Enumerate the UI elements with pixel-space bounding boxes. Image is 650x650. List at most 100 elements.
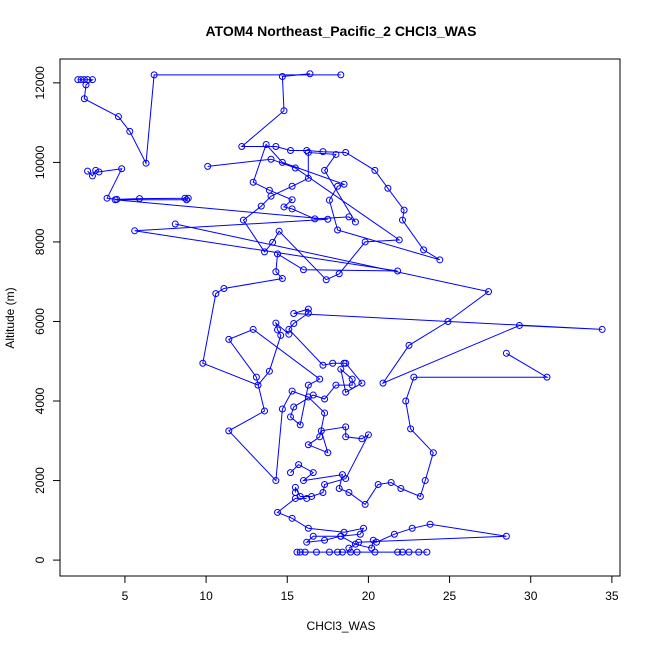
data-point — [88, 76, 96, 84]
data-point — [332, 150, 340, 158]
x-tick-label: 30 — [524, 589, 538, 603]
data-point — [288, 196, 296, 204]
data-point — [212, 290, 220, 298]
data-point — [319, 488, 327, 496]
data-point — [334, 548, 342, 556]
data-point — [291, 494, 299, 502]
data-point — [280, 107, 288, 115]
series-layer — [74, 70, 606, 556]
data-point — [274, 326, 282, 334]
data-point — [373, 538, 381, 546]
data-point — [181, 194, 189, 202]
data-point — [278, 72, 286, 80]
data-point — [335, 485, 343, 493]
data-point — [261, 407, 269, 415]
x-tick-label: 20 — [362, 589, 376, 603]
data-point — [275, 227, 283, 235]
y-tick-label: 0 — [33, 556, 47, 563]
y-tick-label: 8000 — [33, 228, 47, 255]
data-point — [272, 268, 280, 276]
data-point — [338, 548, 346, 556]
data-point — [301, 548, 309, 556]
data-point — [334, 182, 342, 190]
data-point — [319, 148, 327, 156]
data-point — [114, 113, 122, 121]
series-2 — [204, 70, 444, 284]
data-point — [360, 524, 368, 532]
data-point — [291, 483, 299, 491]
data-point — [80, 95, 88, 103]
data-point — [502, 349, 510, 357]
data-point — [321, 166, 329, 174]
data-point — [296, 421, 304, 429]
data-point — [274, 508, 282, 516]
y-tick-label: 2000 — [33, 467, 47, 494]
data-point — [420, 246, 428, 254]
data-point — [171, 220, 179, 228]
data-point — [286, 469, 294, 477]
data-point — [415, 548, 423, 556]
data-point — [277, 331, 285, 339]
data-point — [252, 373, 260, 381]
data-point — [278, 405, 286, 413]
data-point — [408, 524, 416, 532]
series-3 — [84, 165, 402, 389]
data-point — [183, 196, 191, 204]
data-point — [295, 461, 303, 469]
data-point — [342, 388, 350, 396]
data-point — [317, 427, 325, 435]
data-point — [126, 127, 134, 135]
series-5 — [286, 349, 551, 508]
data-point — [262, 141, 270, 149]
data-point — [321, 395, 329, 403]
data-point — [322, 276, 330, 284]
chart-title: ATOM4 Northeast_Pacific_2 CHCl3_WAS — [205, 23, 476, 39]
data-point — [288, 205, 296, 213]
data-point — [337, 532, 345, 540]
data-point — [309, 532, 317, 540]
data-point — [290, 319, 298, 327]
data-point — [299, 266, 307, 274]
data-point — [410, 373, 418, 381]
data-point — [249, 325, 257, 333]
data-point — [303, 494, 311, 502]
data-point — [423, 548, 431, 556]
data-point — [429, 449, 437, 457]
data-point — [345, 488, 353, 496]
data-point — [238, 142, 246, 150]
data-point — [309, 469, 317, 477]
data-point — [304, 441, 312, 449]
data-point — [249, 178, 257, 186]
data-point — [280, 203, 288, 211]
data-point — [394, 548, 402, 556]
data-point — [84, 167, 92, 175]
data-point — [272, 477, 280, 485]
data-point — [88, 172, 96, 180]
data-point — [321, 409, 329, 417]
data-point — [272, 142, 280, 150]
data-point — [390, 530, 398, 538]
data-point — [274, 250, 282, 258]
data-point — [337, 71, 345, 79]
data-point — [304, 174, 312, 182]
series-line — [87, 168, 398, 386]
data-point — [204, 162, 212, 170]
y-axis-label: Altitude (m) — [3, 287, 17, 348]
data-point — [342, 148, 350, 156]
data-point — [348, 381, 356, 389]
data-point — [598, 325, 606, 333]
x-axis-label: CHCl3_WAS — [307, 619, 376, 633]
series-line — [207, 73, 441, 281]
data-point — [286, 146, 294, 154]
data-point — [340, 180, 348, 188]
data-point — [407, 425, 415, 433]
x-tick-label: 35 — [605, 589, 619, 603]
data-point — [342, 433, 350, 441]
data-point — [355, 538, 363, 546]
data-point — [398, 216, 406, 224]
data-point — [337, 365, 345, 373]
data-point — [338, 471, 346, 479]
data-point — [329, 359, 337, 367]
data-point — [265, 367, 273, 375]
data-point — [199, 359, 207, 367]
